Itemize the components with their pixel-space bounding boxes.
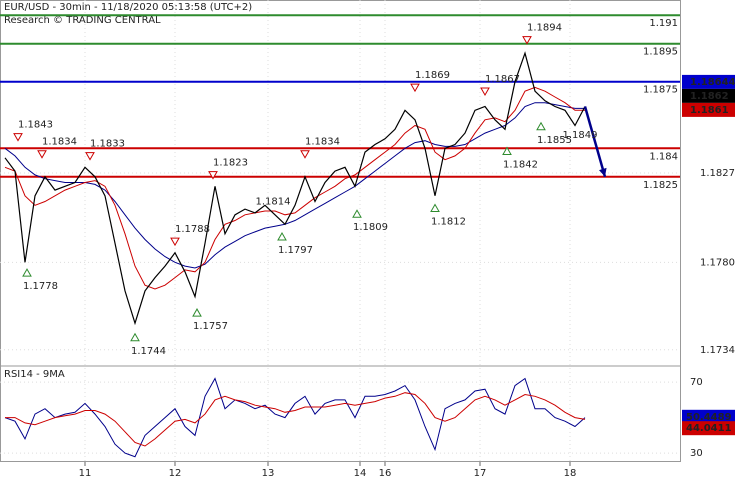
level-label: 1.191 xyxy=(649,18,678,29)
rsi-box-label: 44.0411 xyxy=(686,423,732,434)
high-marker xyxy=(13,133,23,142)
low-marker xyxy=(130,332,140,342)
level-label: 1.1895 xyxy=(643,47,678,58)
forecast-arrow xyxy=(583,106,607,178)
high-label: 1.1834 xyxy=(305,137,340,148)
y-tick-label: 1.1827 xyxy=(700,168,735,179)
low-label: 1.1744 xyxy=(131,346,166,357)
high-label: 1.1843 xyxy=(18,120,53,131)
low-marker xyxy=(352,209,362,218)
x-tick-label: 14 xyxy=(354,468,367,479)
high-label: 1.1869 xyxy=(415,70,450,81)
low-label: 1.1809 xyxy=(353,222,388,233)
forecast-arrowhead xyxy=(599,167,607,177)
low-marker xyxy=(277,232,287,241)
high-label: 1.1834 xyxy=(42,137,77,148)
low-marker xyxy=(430,203,440,213)
low-marker xyxy=(536,121,546,131)
high-marker xyxy=(300,150,310,159)
high-marker xyxy=(410,83,420,93)
x-tick-label: 13 xyxy=(262,468,275,479)
rsi-box xyxy=(682,421,735,436)
rsi-line xyxy=(4,377,586,458)
x-tick-label: 11 xyxy=(79,468,92,479)
plot-frame xyxy=(0,0,681,462)
rsi-label: RSI14 - 9MA xyxy=(4,369,65,380)
low-label: 1.1812 xyxy=(431,217,466,228)
low-marker xyxy=(502,146,512,155)
low-label: 1.1778 xyxy=(23,281,58,292)
level-label: 1.184 xyxy=(649,151,678,162)
x-tick-label: 17 xyxy=(474,468,487,479)
low-label: 1.1842 xyxy=(503,159,538,170)
high-marker xyxy=(170,237,180,247)
high-label: 1.1823 xyxy=(213,158,248,169)
y-tick-label: 1.1734 xyxy=(700,345,735,356)
rsi-box-label: 50.4489 xyxy=(686,412,732,423)
price-box-label: 1.1862 xyxy=(690,91,729,102)
high-marker xyxy=(208,171,218,180)
rsi-tick-label: 70 xyxy=(690,377,703,388)
level-label: 1.1875 xyxy=(643,85,678,96)
rsi-box xyxy=(682,409,735,424)
price-box-label: 1.18644 xyxy=(690,77,735,88)
rsi-line xyxy=(5,392,586,447)
low-label: 1.1797 xyxy=(278,245,313,256)
rsi-tick-label: 30 xyxy=(690,448,703,459)
high-label: 1.1788 xyxy=(175,224,210,235)
high-marker xyxy=(522,36,532,45)
x-tick-label: 18 xyxy=(564,468,577,479)
high-marker xyxy=(85,152,95,161)
low-marker xyxy=(192,308,202,317)
low-label: 1.1757 xyxy=(193,321,228,332)
low-marker xyxy=(22,268,32,277)
high-marker xyxy=(37,150,47,159)
x-tick-label: 12 xyxy=(169,468,182,479)
high-label: 1.1833 xyxy=(90,139,125,150)
low-label: 1.1855 xyxy=(537,135,572,146)
high-label: 1.1867 xyxy=(485,74,520,85)
high-label: 1.1894 xyxy=(527,23,562,34)
chart-title: EUR/USD - 30min - 11/18/2020 05:13:58 (U… xyxy=(4,2,252,13)
chart-subtitle: Research © TRADING CENTRAL xyxy=(4,15,161,26)
price-box-label: 1.1861 xyxy=(690,105,729,116)
y-tick-label: 1.1780 xyxy=(700,257,735,268)
price-line xyxy=(4,51,586,326)
level-label: 1.1825 xyxy=(643,180,678,191)
price-line xyxy=(4,86,585,290)
price-label: 1.1849 xyxy=(563,130,598,141)
price-box xyxy=(682,88,735,103)
price-label: 1.1814 xyxy=(256,197,291,208)
price-box xyxy=(682,102,735,117)
x-tick-label: 16 xyxy=(379,468,392,479)
high-marker xyxy=(480,87,490,96)
price-box xyxy=(682,74,735,89)
